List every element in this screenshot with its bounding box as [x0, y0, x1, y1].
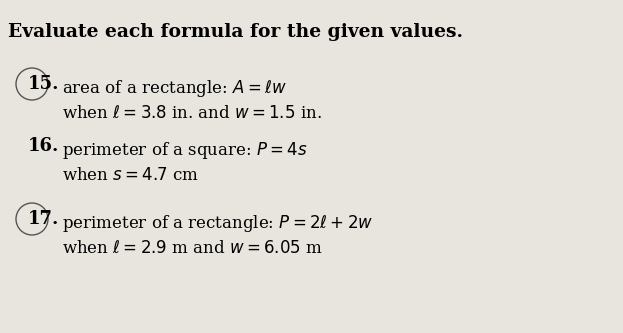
Text: 17.: 17.	[28, 210, 59, 228]
Text: 16.: 16.	[28, 137, 59, 155]
Text: area of a rectangle: $A = \ell w$: area of a rectangle: $A = \ell w$	[62, 78, 287, 99]
Text: when $\ell = 2.9$ m and $w = 6.05$ m: when $\ell = 2.9$ m and $w = 6.05$ m	[62, 240, 323, 257]
Text: Evaluate each formula for the given values.: Evaluate each formula for the given valu…	[8, 23, 463, 41]
Text: perimeter of a square: $P = 4s$: perimeter of a square: $P = 4s$	[62, 140, 308, 161]
Text: perimeter of a rectangle: $P = 2\ell + 2w$: perimeter of a rectangle: $P = 2\ell + 2…	[62, 213, 373, 234]
Text: 15.: 15.	[28, 75, 60, 93]
Text: when $\ell = 3.8$ in. and $w = 1.5$ in.: when $\ell = 3.8$ in. and $w = 1.5$ in.	[62, 105, 322, 122]
Text: when $s = 4.7$ cm: when $s = 4.7$ cm	[62, 167, 199, 184]
